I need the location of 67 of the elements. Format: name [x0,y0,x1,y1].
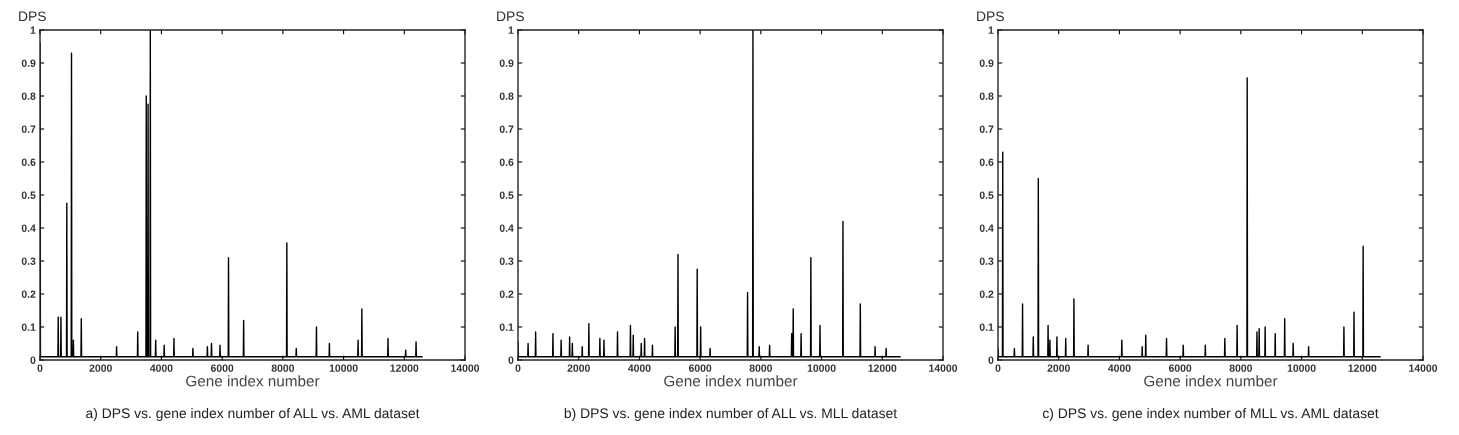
x-tick-label: 0 [995,364,1001,372]
y-tick-label: 0.6 [499,158,514,166]
y-tick-label: 0 [988,356,994,364]
y-tick-label: 0.1 [21,323,36,331]
x-tick-label: 6000 [688,364,712,372]
x-tick-label: 12000 [1348,364,1377,372]
x-axis-title: Gene index number [664,375,798,387]
x-tick-label: 10000 [1287,364,1316,372]
y-tick-label: 0.4 [21,224,36,232]
y-tick-label: 0 [508,356,514,364]
x-tick-label: 4000 [1108,364,1131,372]
y-tick-label: 0.5 [21,191,36,199]
text: a) DPS vs. gene index number of ALL vs. AML dataset [86,408,420,421]
y-tick-label: 0.9 [499,59,514,67]
y-tick-label: 0.5 [499,191,514,199]
text: c) DPS vs. gene index number of MLL vs. AML dataset [1042,408,1379,421]
y-tick-label: 1 [508,26,514,34]
y-tick-label: 0.2 [979,290,994,298]
x-tick-label: 10000 [807,364,836,372]
y-tick-label: 0.8 [21,92,36,100]
x-tick-label: 0 [37,364,43,372]
y-tick-label: 0.6 [979,158,994,166]
x-tick-label: 6000 [1168,364,1192,372]
y-tick-label: 0.8 [499,92,514,100]
y-tick-label: 0.4 [979,224,994,232]
y-tick-label: 0.5 [979,191,994,199]
y-tick-label: 0.7 [21,125,36,133]
y-axis-title: DPS [977,11,1004,22]
y-tick-label: 0.7 [499,125,514,133]
y-tick-label: 0.2 [499,290,514,298]
y-tick-label: 0.2 [21,290,36,298]
y-axis-title: DPS [497,11,524,22]
y-tick-label: 1 [30,26,36,34]
x-tick-label: 4000 [628,364,651,372]
x-tick-label: 14000 [451,364,480,372]
x-tick-label: 2000 [89,364,112,372]
line-series [998,77,1381,358]
x-tick-label: 8000 [749,364,773,372]
x-tick-label: 2000 [1047,364,1070,372]
x-tick-label: 14000 [929,364,958,372]
x-tick-label: 6000 [210,364,234,372]
x-tick-label: 2000 [567,364,590,372]
y-tick-label: 0.3 [979,257,994,265]
text: b) DPS vs. gene index number of ALL vs. MLL dataset [564,408,898,421]
x-axis-title: Gene index number [186,375,320,387]
x-tick-label: 12000 [868,364,897,372]
x-axis-title: Gene index number [1144,375,1278,387]
y-tick-label: 0.1 [499,323,514,331]
y-tick-label: 0.1 [979,323,994,331]
x-tick-label: 14000 [1409,364,1438,372]
y-tick-label: 0 [30,356,36,364]
x-tick-label: 8000 [1229,364,1253,372]
y-axis-title: DPS [19,11,46,22]
y-tick-label: 0.9 [21,59,36,67]
x-tick-label: 10000 [329,364,358,372]
y-tick-label: 0.9 [979,59,994,67]
y-tick-label: 0.8 [979,92,994,100]
x-tick-label: 4000 [150,364,173,372]
y-tick-label: 1 [988,26,994,34]
y-tick-label: 0.3 [499,257,514,265]
y-tick-label: 0.7 [979,125,994,133]
y-tick-label: 0.4 [499,224,514,232]
x-tick-label: 12000 [390,364,419,372]
x-tick-label: 0 [515,364,521,372]
y-tick-label: 0.6 [21,158,36,166]
y-tick-label: 0.3 [21,257,36,265]
x-tick-label: 8000 [271,364,295,372]
